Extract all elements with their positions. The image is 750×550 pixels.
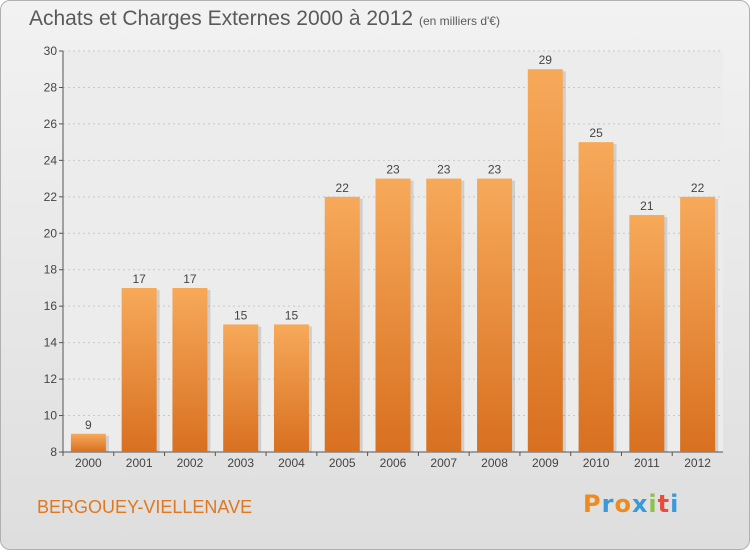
y-tick-label: 12 (44, 372, 58, 386)
y-tick-label: 20 (44, 226, 58, 240)
bar (223, 324, 259, 452)
place-name: BERGOUEY-VIELLENAVE (37, 497, 253, 517)
bar (680, 196, 716, 452)
x-tick-label: 2006 (380, 456, 407, 470)
x-tick-label: 2003 (227, 456, 254, 470)
x-tick-label: 2000 (75, 456, 102, 470)
y-tick-label: 10 (44, 409, 58, 423)
bar (527, 69, 563, 453)
x-tick-label: 2007 (430, 456, 457, 470)
bar (477, 178, 513, 452)
x-tick-label: 2004 (278, 456, 305, 470)
x-tick-label: 2010 (583, 456, 610, 470)
y-tick-label: 14 (44, 336, 58, 350)
logo-letter: i (670, 490, 680, 518)
y-tick-label: 24 (44, 153, 58, 167)
y-tick-label: 30 (44, 44, 58, 58)
logo-letter: i (648, 490, 658, 518)
bar (172, 287, 208, 452)
x-tick-label: 2001 (126, 456, 153, 470)
x-tick-label: 2008 (481, 456, 508, 470)
y-tick-label: 16 (44, 299, 58, 313)
chart-subtitle: (en milliers d'€) (419, 14, 500, 28)
data-label: 21 (640, 199, 654, 213)
y-tick-label: 28 (44, 80, 58, 94)
chart-title: Achats et Charges Externes 2000 à 2012 (29, 7, 414, 30)
data-label: 17 (132, 272, 146, 286)
logo-letter: P (583, 490, 602, 518)
data-label: 17 (183, 272, 197, 286)
x-tick-label: 2009 (532, 456, 559, 470)
y-tick-label: 8 (50, 445, 57, 459)
bar (273, 324, 309, 452)
data-label: 22 (336, 181, 350, 195)
logo-letter: x (631, 490, 649, 518)
x-tick-label: 2011 (634, 456, 660, 470)
bar (70, 433, 106, 452)
y-tick-label: 22 (44, 190, 58, 204)
data-label: 9 (85, 418, 92, 432)
bar (426, 178, 462, 452)
logo-letter: t (657, 490, 671, 518)
logo-letter: r (601, 490, 615, 518)
data-label: 23 (437, 163, 451, 177)
data-label: 15 (285, 308, 299, 322)
bar (121, 287, 157, 452)
data-label: 23 (386, 163, 400, 177)
data-label: 25 (589, 126, 603, 140)
y-tick-label: 26 (44, 117, 58, 131)
data-label: 23 (488, 163, 502, 177)
data-label: 29 (539, 53, 553, 67)
logo-letter: o (614, 490, 632, 518)
x-tick-label: 2012 (684, 456, 711, 470)
x-tick-label: 2002 (177, 456, 204, 470)
data-label: 22 (691, 181, 705, 195)
bar (578, 142, 614, 453)
y-tick-label: 18 (44, 263, 58, 277)
data-label: 15 (234, 308, 248, 322)
bar (324, 196, 360, 452)
bar (375, 178, 411, 452)
x-tick-label: 2005 (329, 456, 356, 470)
bar (629, 215, 665, 452)
proxiti-logo: Proxiti (583, 490, 679, 518)
